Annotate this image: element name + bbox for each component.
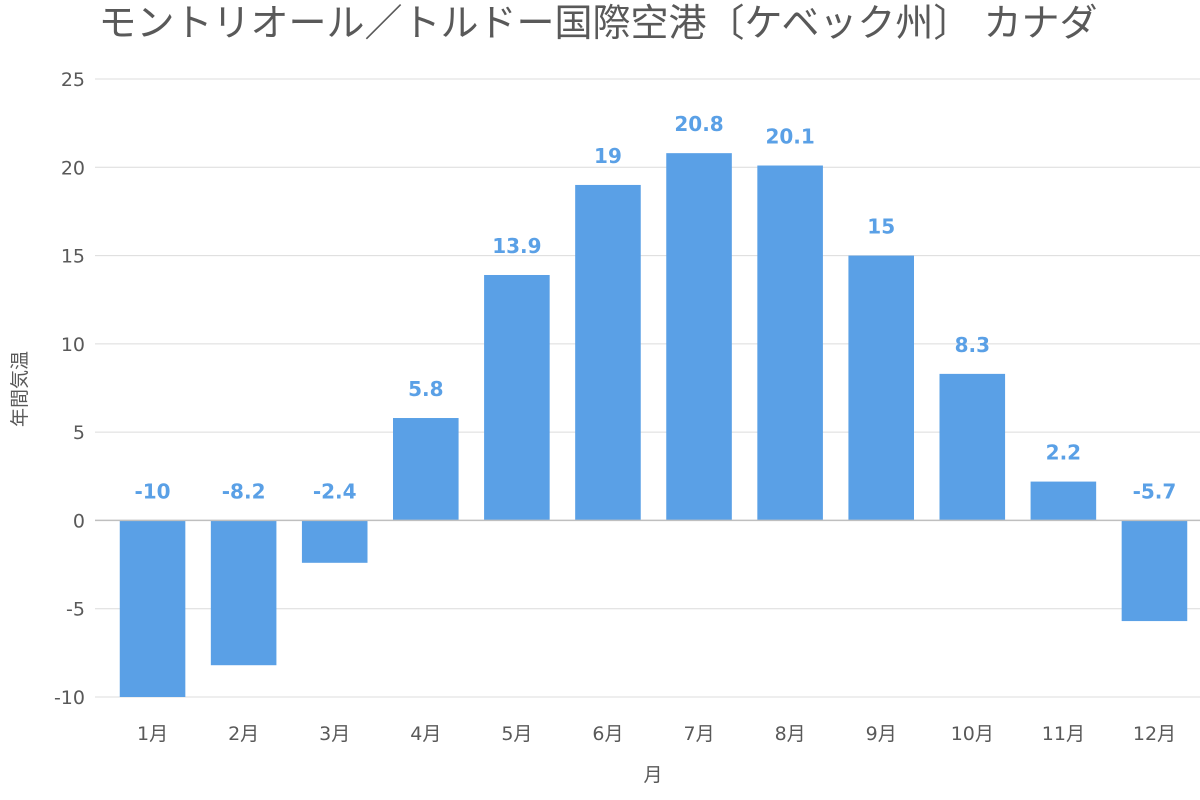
y-tick-label: 5 (73, 422, 85, 444)
x-tick-label: 8月 (775, 723, 806, 745)
bar (757, 165, 823, 521)
data-label: -5.7 (1133, 479, 1177, 503)
x-tick-label: 11月 (1042, 723, 1085, 745)
x-tick-labels: 1月 2月 3月 4月 5月 6月 7月 8月 9月 10月 11月 12月 (137, 723, 1176, 745)
data-label: 13.9 (492, 234, 541, 258)
x-tick-label: 6月 (592, 723, 623, 745)
data-label: 2.2 (1046, 441, 1081, 465)
data-label: 20.1 (765, 125, 814, 149)
x-tick-label: 9月 (866, 723, 897, 745)
bar (119, 520, 186, 697)
x-tick-label: 5月 (501, 723, 532, 745)
x-tick-label: 4月 (410, 723, 441, 745)
bar (1030, 481, 1097, 521)
data-label: -8.2 (222, 479, 266, 503)
bar (393, 418, 459, 521)
data-label: -10 (134, 479, 170, 503)
data-label: 20.8 (674, 112, 723, 136)
data-label: 8.3 (955, 333, 990, 357)
grid-lines (95, 78, 1200, 698)
data-label: 15 (867, 215, 895, 239)
x-tick-label: 2月 (228, 723, 259, 745)
bar (666, 153, 732, 521)
y-tick-label: 25 (61, 69, 85, 91)
x-tick-label: 12月 (1133, 723, 1176, 745)
x-tick-label: 1月 (137, 723, 168, 745)
chart-title: モントリオール／トルドー国際空港〔ケベック州〕 カナダ (99, 1, 1098, 45)
y-tick-label: -5 (66, 599, 85, 621)
data-label: -2.4 (313, 479, 357, 503)
bar (575, 184, 641, 521)
y-tick-label: 20 (61, 157, 85, 179)
bar (210, 520, 277, 666)
x-tick-label: 3月 (319, 723, 350, 745)
y-tick-label: 10 (61, 334, 85, 356)
data-labels: -10 -8.2 -2.4 5.8 13.9 19 20.8 20.1 15 8.3 2.2 -5.7 (134, 112, 1176, 503)
x-tick-label: 7月 (683, 723, 714, 745)
bar (1121, 520, 1188, 622)
bar (301, 520, 368, 563)
x-tick-label: 10月 (951, 723, 994, 745)
y-tick-label: 0 (73, 510, 85, 532)
bar (484, 274, 550, 521)
bar (848, 255, 914, 521)
data-label: 19 (594, 144, 622, 168)
y-tick-labels: -10 -5 0 5 10 15 20 25 (54, 69, 85, 709)
y-axis-label: 年間気温 (9, 351, 31, 427)
y-tick-label: 15 (61, 246, 85, 268)
bars (119, 153, 1188, 697)
bar (939, 373, 1006, 521)
x-axis-label: 月 (643, 764, 662, 786)
y-tick-label: -10 (54, 687, 85, 709)
data-label: 5.8 (408, 377, 443, 401)
